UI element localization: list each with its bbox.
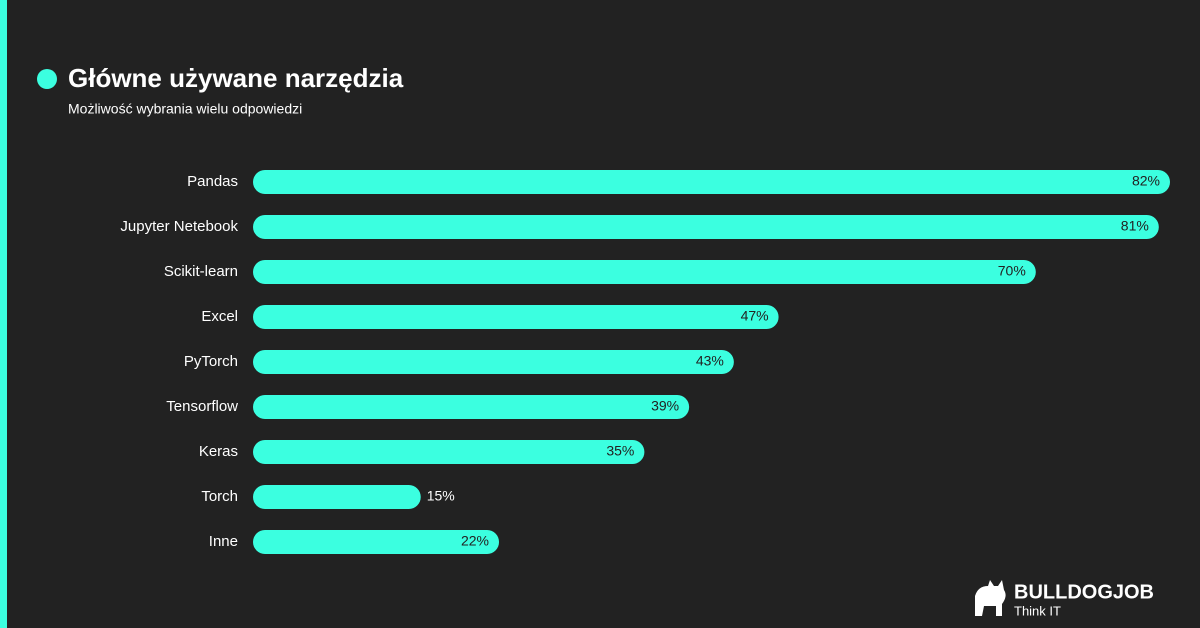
- bar: [253, 395, 690, 419]
- value-label: 39%: [651, 398, 679, 414]
- value-label: 81%: [1121, 218, 1149, 234]
- brand-logo: BULLDOGJOB Think IT: [975, 580, 1154, 618]
- chart-subtitle: Możliwość wybrania wielu odpowiedzi: [68, 101, 302, 117]
- bar: [253, 485, 421, 509]
- brand-tagline: Think IT: [1014, 603, 1061, 618]
- category-label: Jupyter Netebook: [120, 218, 238, 235]
- category-label: Keras: [199, 443, 238, 460]
- value-label: 70%: [998, 263, 1026, 279]
- value-label: 82%: [1132, 173, 1160, 189]
- title-dot: [37, 69, 57, 89]
- bar: [253, 170, 1170, 194]
- value-label: 43%: [696, 353, 724, 369]
- value-label: 15%: [427, 488, 455, 504]
- category-label: Excel: [201, 308, 238, 325]
- bar: [253, 530, 500, 554]
- category-label: Torch: [201, 488, 238, 505]
- bar: [253, 260, 1036, 284]
- category-label: Scikit-learn: [164, 263, 238, 280]
- accent-stripe: [0, 0, 7, 628]
- category-label: PyTorch: [184, 353, 238, 370]
- bar: [253, 350, 734, 374]
- chart-title: Główne używane narzędzia: [68, 63, 404, 93]
- value-label: 47%: [741, 308, 769, 324]
- value-label: 22%: [461, 533, 489, 549]
- category-label: Pandas: [187, 173, 238, 190]
- logo-icon: [975, 580, 1006, 616]
- bar: [253, 215, 1159, 239]
- value-label: 35%: [606, 443, 634, 459]
- brand-name: BULLDOGJOB: [1014, 581, 1154, 603]
- category-label: Tensorflow: [166, 398, 238, 415]
- category-label: Inne: [209, 533, 238, 550]
- bar: [253, 440, 645, 464]
- bar: [253, 305, 779, 329]
